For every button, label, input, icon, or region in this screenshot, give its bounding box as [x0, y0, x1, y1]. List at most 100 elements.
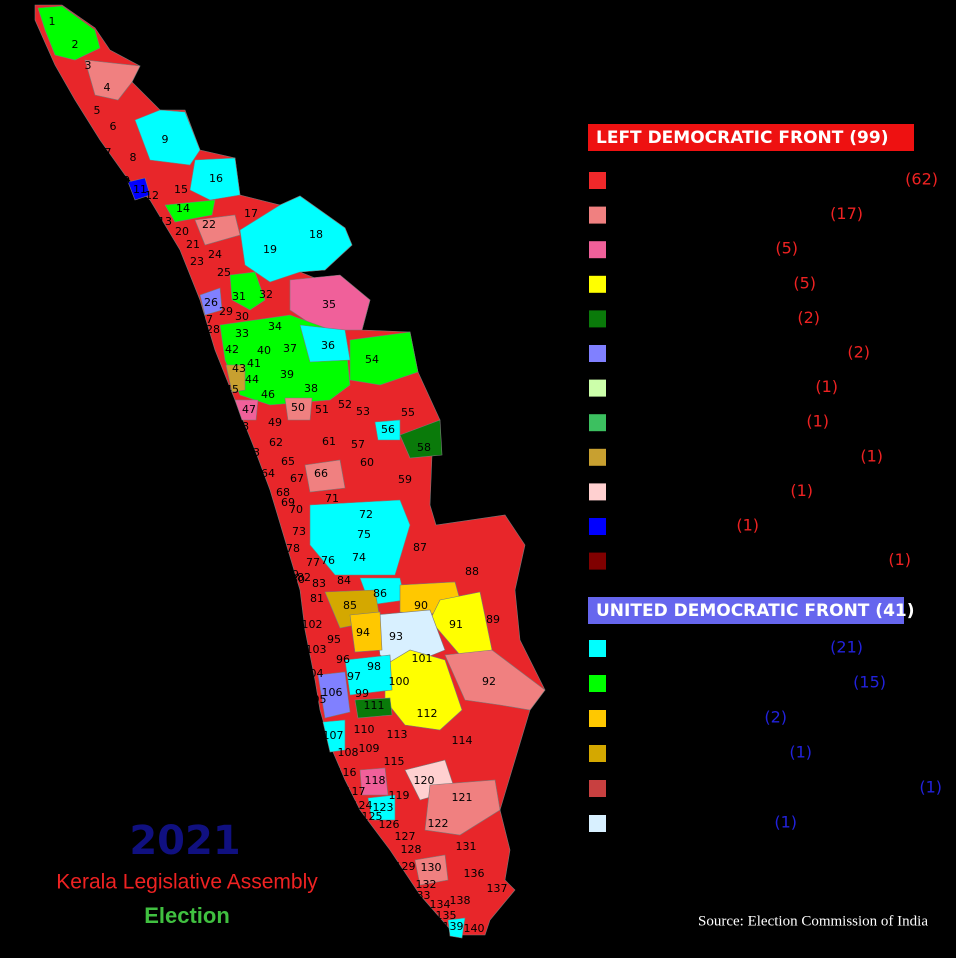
constituency-label: 85: [343, 599, 357, 612]
constituency-label: 131: [456, 840, 477, 853]
caption-subtitle: Election: [144, 903, 230, 928]
constituency-label: 140: [464, 922, 485, 935]
constituency-label: 1: [49, 15, 56, 28]
constituency-label: 35: [322, 298, 336, 311]
legend-count: (5): [793, 273, 816, 292]
constituency-label: 97: [347, 670, 361, 683]
legend-swatch: [589, 745, 606, 762]
constituency-label: 61: [322, 435, 336, 448]
constituency-label: 120: [414, 774, 435, 787]
constituency-label: 16: [209, 172, 223, 185]
source-note: Source: Election Commission of India: [698, 913, 928, 929]
constituency-label: 30: [235, 310, 249, 323]
constituency-label: 112: [417, 707, 438, 720]
legend-count: (21): [830, 638, 863, 657]
constituency-label: 40: [257, 344, 271, 357]
region-patch: [189, 157, 241, 201]
legend-count: (1): [888, 550, 911, 569]
legend-count: (5): [775, 239, 798, 258]
constituency-label: 24: [208, 248, 222, 261]
legend-count: (1): [736, 516, 759, 535]
constituency-label: 53: [356, 405, 370, 418]
constituency-label: 26: [204, 296, 218, 309]
constituency-label: 6: [110, 120, 117, 133]
constituency-label: 47: [242, 403, 256, 416]
constituency-label: 110: [354, 723, 375, 736]
constituency-label: 5: [94, 104, 101, 117]
constituency-label: 86: [373, 587, 387, 600]
constituency-label: 84: [337, 574, 351, 587]
region-patch: [225, 364, 246, 393]
legend-count: (62): [905, 170, 938, 189]
constituency-label: 125: [362, 810, 383, 823]
legend-count: (2): [797, 308, 820, 327]
legend-count: (1): [919, 778, 942, 797]
region-patch: [84, 59, 141, 101]
region-patch: [134, 109, 201, 166]
legend-header-bg: [588, 124, 914, 151]
constituency-label: 72: [359, 508, 373, 521]
constituency-label: 87: [413, 541, 427, 554]
constituency-label: 14: [176, 202, 190, 215]
constituency-label: 19: [263, 243, 277, 256]
constituency-label: 138: [450, 894, 471, 907]
constituency-label: 38: [304, 382, 318, 395]
legend-count: (17): [830, 204, 863, 223]
constituency-label: 25: [217, 266, 231, 279]
constituency-label: 46: [261, 388, 275, 401]
region-patch: [367, 794, 396, 821]
constituency-label: 54: [365, 353, 379, 366]
legend-count: (1): [790, 481, 813, 500]
constituency-label: 126: [379, 818, 400, 831]
legend-swatch: [589, 206, 606, 224]
constituency-label: 10: [116, 174, 130, 187]
constituency-label: 109: [359, 742, 380, 755]
constituency-label: 50: [291, 401, 305, 414]
legend: LEFT DEMOCRATIC FRONT (99) (62) (17) (5) (5)…: [588, 124, 942, 832]
constituency-label: 119: [389, 789, 410, 802]
constituency-label: 79: [285, 568, 299, 581]
constituency-label: 69: [281, 496, 295, 509]
constituency-label: 76: [321, 554, 335, 567]
constituency-label: 90: [414, 599, 428, 612]
constituency-label: 7: [105, 146, 112, 159]
constituency-label: 65: [281, 455, 295, 468]
legend-swatch: [589, 675, 606, 692]
legend-swatch: [589, 483, 606, 501]
constituency-label: 32: [259, 288, 273, 301]
constituency-label: 60: [360, 456, 374, 469]
region-patch: [349, 331, 419, 386]
constituency-label: 67: [290, 472, 304, 485]
constituency-label: 62: [269, 436, 283, 449]
constituency-label: 58: [417, 441, 431, 454]
constituency-label: 101: [412, 652, 433, 665]
constituency-label: 118: [365, 774, 386, 787]
constituency-label: 137: [487, 882, 508, 895]
constituency-label: 82: [297, 571, 311, 584]
constituency-label: 123: [373, 801, 394, 814]
legend-header: LEFT DEMOCRATIC FRONT (99): [596, 128, 888, 148]
constituency-label: 103: [306, 643, 327, 656]
constituency-label: 83: [312, 577, 326, 590]
region-patch: [447, 917, 466, 939]
region-patch: [164, 199, 216, 223]
legend-swatch: [589, 241, 606, 259]
constituency-label: 33: [235, 327, 249, 340]
constituency-label: 27: [199, 313, 213, 326]
constituency-label: 80: [291, 573, 305, 586]
legend-count: (1): [774, 813, 797, 832]
constituency-label: 22: [202, 218, 216, 231]
legend-swatch: [589, 640, 606, 657]
constituency-label: 91: [449, 618, 463, 631]
constituency-label: 116: [336, 766, 357, 779]
constituency-label: 11: [133, 183, 147, 196]
region-patch: [309, 499, 411, 576]
legend-swatch: [589, 448, 606, 466]
legend-count: (1): [860, 446, 883, 465]
constituency-label: 74: [352, 551, 366, 564]
constituency-label: 94: [356, 626, 370, 639]
constituency-label: 4: [104, 81, 111, 94]
